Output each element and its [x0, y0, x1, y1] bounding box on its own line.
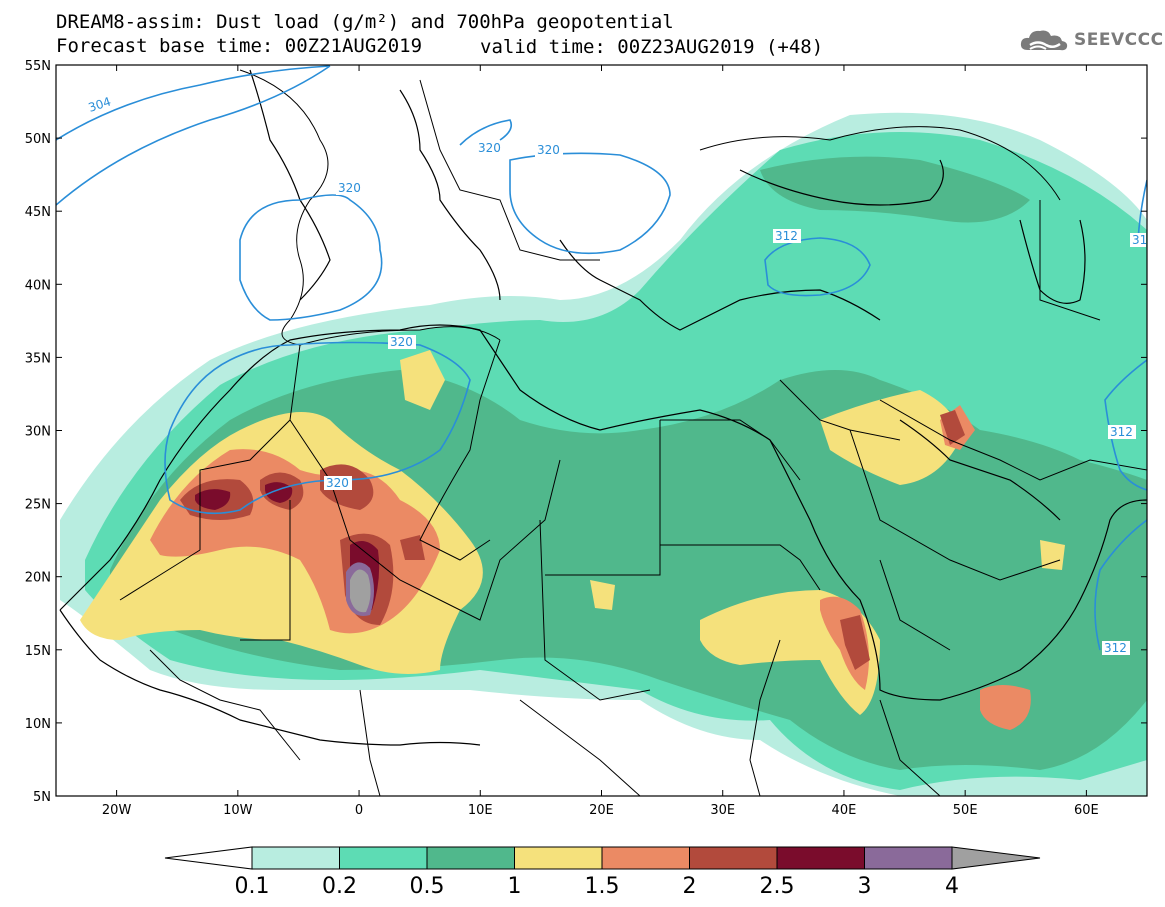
colorbar-segment [776, 846, 865, 870]
contour-labels: 304 320 320 320 320 320 312 312 [84, 93, 1147, 655]
colorbar-segment [426, 846, 515, 870]
svg-text:320: 320 [478, 141, 501, 155]
contour-label: 312 [1108, 425, 1136, 439]
longitude-labels: 20W 10W 0 10E 20E 30E 40E 50E 60E [102, 803, 1099, 818]
svg-text:320: 320 [338, 181, 361, 195]
colorbar-label: 1 [508, 874, 522, 899]
svg-text:312: 312 [1104, 641, 1127, 655]
svg-text:31: 31 [1132, 233, 1147, 247]
svg-text:304: 304 [87, 94, 113, 114]
contour-label: 320 [476, 141, 504, 155]
dust-level-2 [180, 410, 965, 670]
contour-label: 320 [324, 476, 352, 490]
colorbar: 0.1 0.2 0.5 1 1.5 2 2.5 3 4 [164, 846, 1041, 899]
lon-label: 0 [355, 803, 363, 818]
contour-label: 304 [84, 93, 116, 116]
colorbar-label: 0.2 [322, 874, 357, 899]
map-title: DREAM8-assim: Dust load (g/m²) and 700hP… [56, 11, 674, 33]
contour-label: 320 [336, 181, 364, 195]
lon-label: 20W [102, 803, 132, 818]
lat-label: 30N [25, 425, 51, 440]
colorbar-label: 0.1 [235, 874, 270, 899]
svg-text:312: 312 [1110, 425, 1133, 439]
lon-label: 40E [832, 803, 857, 818]
lat-label: 50N [25, 132, 51, 147]
contour-label: 320 [535, 143, 563, 157]
dust-level-4 [350, 569, 371, 613]
svg-text:320: 320 [390, 335, 413, 349]
svg-text:320: 320 [326, 476, 349, 490]
lat-label: 15N [25, 644, 51, 659]
lat-label: 20N [25, 571, 51, 586]
latitude-labels: 55N 50N 45N 40N 35N 30N 25N 20N 15N 10N 5N [25, 59, 51, 805]
colorbar-segment [689, 846, 778, 870]
lat-label: 5N [33, 790, 51, 805]
colorbar-label: 2 [683, 874, 697, 899]
dust-field [56, 65, 1147, 796]
contour-label: 31 [1130, 233, 1147, 247]
colorbar-segment [864, 846, 953, 870]
lat-label: 35N [25, 351, 51, 366]
lat-label: 45N [25, 205, 51, 220]
lon-label: 10W [223, 803, 253, 818]
colorbar-label: 0.5 [410, 874, 445, 899]
contour-label: 312 [1102, 641, 1130, 655]
lat-label: 55N [25, 59, 51, 74]
cloud-icon [1020, 30, 1068, 51]
colorbar-label: 1.5 [585, 874, 620, 899]
country-borders [119, 69, 1147, 796]
lat-label: 40N [25, 278, 51, 293]
lon-label: 10E [468, 803, 493, 818]
colorbar-over-triangle [951, 846, 1041, 870]
logo-text: SEEVCCC [1074, 30, 1164, 50]
lat-label: 10N [25, 717, 51, 732]
contour-label: 312 [773, 229, 801, 243]
lat-label: 25N [25, 498, 51, 513]
coastlines [59, 69, 1147, 746]
valid-time: valid time: 00Z23AUG2019 (+48) [480, 36, 824, 58]
svg-text:312: 312 [775, 229, 798, 243]
lon-label: 30E [710, 803, 735, 818]
colorbar-segment [601, 846, 690, 870]
lon-label: 50E [953, 803, 978, 818]
colorbar-label: 3 [858, 874, 872, 899]
colorbar-segment [514, 846, 603, 870]
colorbar-under-triangle [164, 846, 253, 870]
axis-ticks [56, 64, 1147, 797]
dust-level-1 [80, 350, 1065, 715]
lon-label: 60E [1074, 803, 1099, 818]
colorbar-segment [251, 846, 340, 870]
colorbar-label: 4 [945, 874, 959, 899]
svg-text:320: 320 [537, 143, 560, 157]
colorbar-label: 2.5 [760, 874, 795, 899]
colorbar-segment [339, 846, 428, 870]
lon-label: 20E [589, 803, 614, 818]
contour-label: 320 [388, 335, 416, 349]
seevccc-logo: SEEVCCC [1018, 26, 1164, 54]
forecast-base-time: Forecast base time: 00Z21AUG2019 [56, 35, 423, 57]
